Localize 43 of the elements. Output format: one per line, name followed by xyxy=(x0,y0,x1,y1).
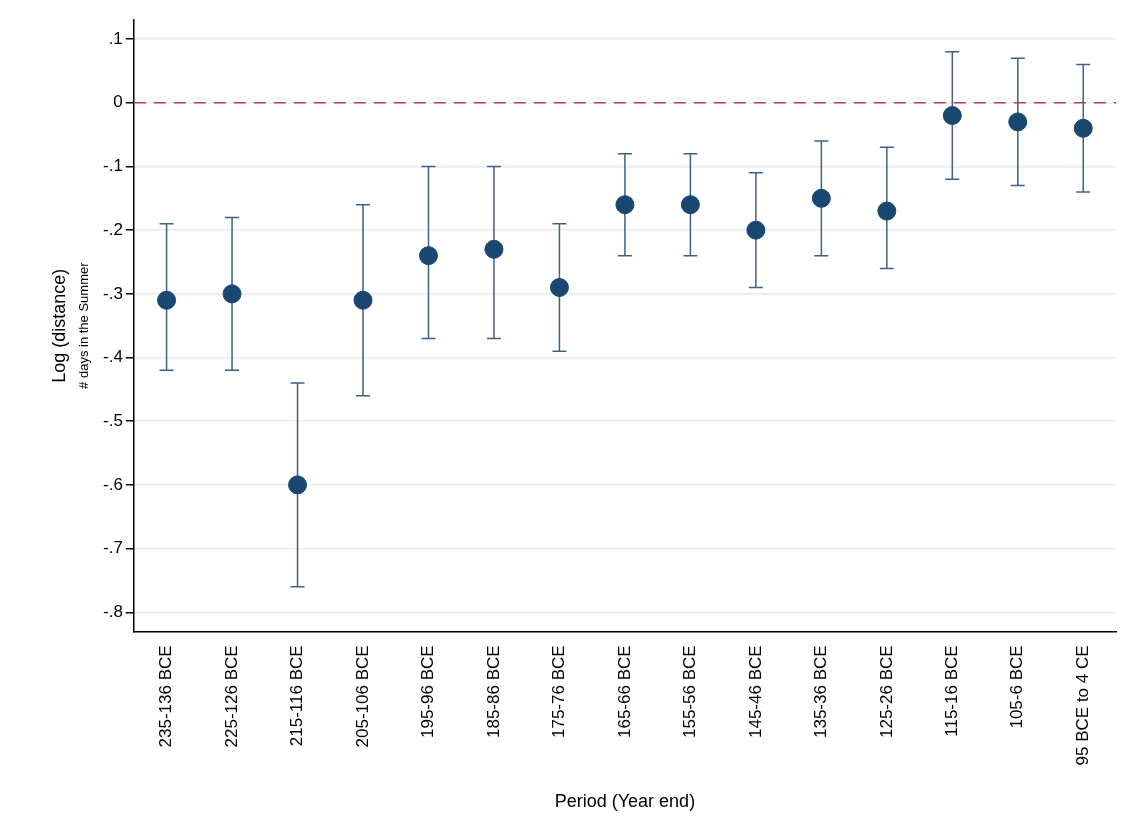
point xyxy=(942,106,962,126)
x-tick-label: 185-86 BCE xyxy=(483,645,503,739)
point xyxy=(157,290,177,310)
x-tick-label: 105-6 BCE xyxy=(1007,645,1027,729)
y-tick-label: .1 xyxy=(108,28,123,48)
point xyxy=(418,246,438,266)
y-tick-label: -.5 xyxy=(103,410,123,430)
y-tick-label: -.3 xyxy=(103,283,123,303)
x-tick-label: 95 BCE to 4 CE xyxy=(1072,645,1092,766)
y-tick-label: -.8 xyxy=(103,601,123,621)
y-tick-label: -.4 xyxy=(103,347,123,367)
point xyxy=(549,277,569,297)
y-tick-label: 0 xyxy=(113,92,123,112)
point xyxy=(484,239,504,259)
x-tick-label: 145-46 BCE xyxy=(745,645,765,739)
point xyxy=(877,201,897,221)
point xyxy=(353,290,373,310)
y-tick-label: -.6 xyxy=(103,474,123,494)
point xyxy=(1073,118,1093,138)
x-tick-label: 175-76 BCE xyxy=(549,645,569,739)
x-tick-label: 195-96 BCE xyxy=(418,645,438,739)
x-tick-label: 155-56 BCE xyxy=(680,645,700,739)
point xyxy=(680,195,700,215)
y-axis-title: Log (distance) xyxy=(48,268,69,383)
y-tick-label: -.2 xyxy=(103,219,123,239)
point xyxy=(1008,112,1028,132)
x-tick-label: 215-116 BCE xyxy=(287,645,307,747)
x-tick-label: 165-66 BCE xyxy=(614,645,634,739)
x-tick-label: 115-16 BCE xyxy=(941,645,961,737)
point xyxy=(222,284,242,304)
x-tick-label: 205-106 BCE xyxy=(352,645,372,748)
y-tick-label: -.7 xyxy=(103,538,123,558)
x-tick-label: 135-36 BCE xyxy=(811,645,831,739)
point xyxy=(811,188,831,208)
x-axis-title: Period (Year end) xyxy=(554,791,696,812)
x-tick-label: 125-26 BCE xyxy=(876,645,896,739)
point xyxy=(746,220,766,240)
text: # days in the Summer xyxy=(75,261,91,389)
y-tick-label: -.1 xyxy=(103,156,123,176)
point xyxy=(615,195,635,215)
x-tick-label: 235-136 BCE xyxy=(156,645,176,748)
x-tick-label: 225-126 BCE xyxy=(221,645,241,748)
point xyxy=(288,475,308,495)
